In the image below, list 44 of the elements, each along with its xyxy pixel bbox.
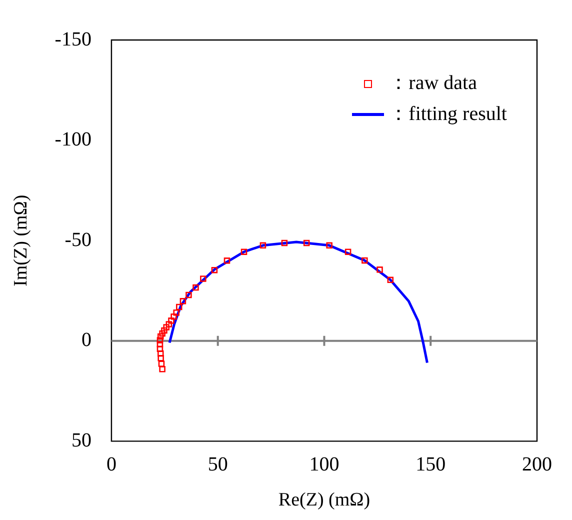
point (260, 242, 266, 249)
point (176, 304, 182, 310)
x-tick-label: 0 (106, 453, 116, 476)
point (157, 333, 164, 340)
y-tick-label: -100 (54, 128, 92, 151)
point (157, 350, 164, 357)
y-tick-label: 50 (71, 429, 92, 452)
point (156, 346, 164, 352)
x-tick-label: 150 (416, 453, 446, 476)
point (344, 248, 352, 255)
point (173, 309, 180, 316)
point (240, 248, 248, 255)
x-axis-title: Re(Z) (mΩ) (278, 490, 370, 511)
point (158, 360, 165, 367)
point (387, 276, 394, 284)
x-tick-label: 50 (208, 453, 228, 476)
legend-label: ：raw data (388, 71, 477, 96)
point (211, 266, 218, 274)
y-tick-label: 0 (81, 329, 92, 352)
point (186, 292, 192, 298)
point (362, 257, 368, 264)
y-tick-label: -150 (54, 28, 92, 50)
point (166, 321, 172, 328)
legend-label: ：fitting result (388, 102, 507, 127)
x-tick-label: 200 (522, 453, 552, 476)
point (192, 284, 199, 291)
point (168, 318, 174, 324)
y-axis-title: Im(Z) (mΩ) (10, 194, 32, 286)
point (156, 341, 164, 348)
point (180, 298, 186, 304)
point (326, 242, 332, 249)
point (376, 266, 383, 273)
point (224, 258, 230, 264)
point (170, 314, 177, 320)
x-tick-label: 100 (309, 453, 340, 476)
point (281, 240, 288, 246)
point (303, 240, 310, 246)
y-tick-label: -50 (64, 228, 92, 251)
point (161, 327, 168, 334)
point (159, 330, 166, 337)
point (200, 276, 206, 282)
point (156, 337, 164, 344)
point (159, 366, 166, 372)
point (163, 324, 170, 330)
